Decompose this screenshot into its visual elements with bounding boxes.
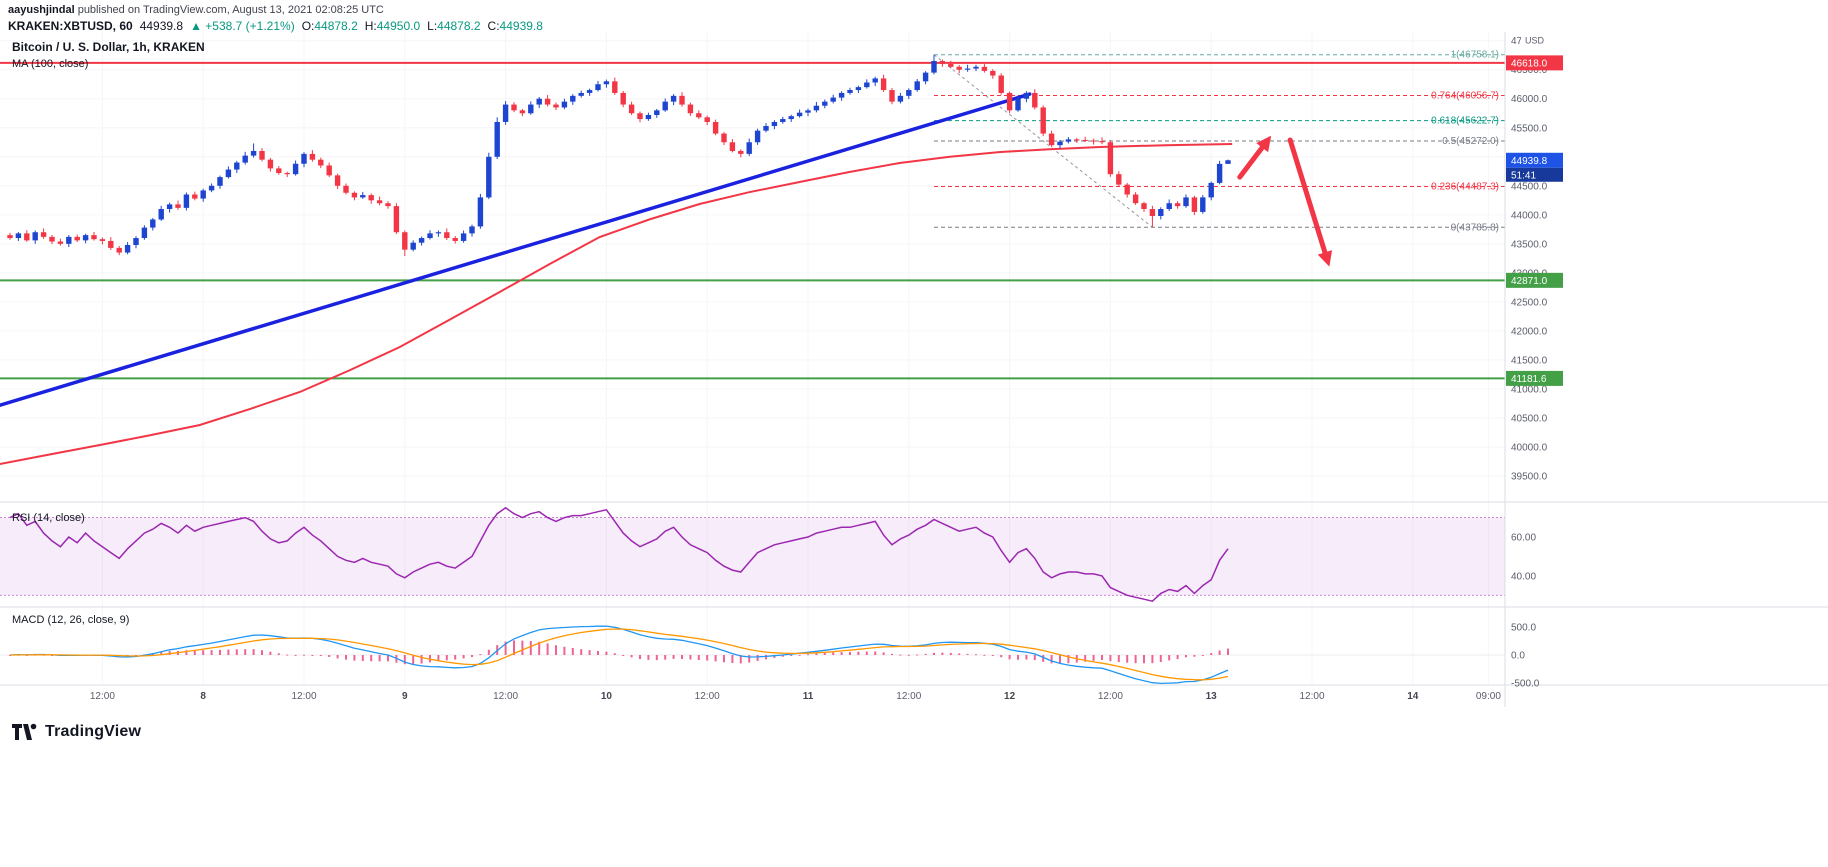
svg-text:12:00: 12:00 xyxy=(291,691,316,702)
svg-text:0.0: 0.0 xyxy=(1511,651,1525,662)
svg-text:44000.0: 44000.0 xyxy=(1511,210,1548,221)
price-change: ▲ +538.7 (+1.21%) xyxy=(190,19,295,33)
rsi-line xyxy=(9,506,1229,603)
svg-text:12:00: 12:00 xyxy=(695,691,720,702)
svg-text:12: 12 xyxy=(1004,691,1016,702)
open-value-group: O:44878.2 xyxy=(302,18,358,35)
publisher-name: aayushjindal xyxy=(8,4,75,16)
svg-text:40500.0: 40500.0 xyxy=(1511,413,1548,424)
trend-line xyxy=(0,92,1032,407)
candlestick-series xyxy=(7,54,1231,257)
high-value: 44950.0 xyxy=(376,19,421,33)
svg-text:42871.0: 42871.0 xyxy=(1511,276,1548,287)
close-label: C: xyxy=(487,19,500,33)
svg-text:41500.0: 41500.0 xyxy=(1511,355,1548,366)
svg-text:12:00: 12:00 xyxy=(493,691,518,702)
svg-text:0(43785.8): 0(43785.8) xyxy=(1451,222,1499,233)
tradingview-logo-icon[interactable] xyxy=(12,720,38,745)
svg-text:12:00: 12:00 xyxy=(1098,691,1123,702)
svg-text:42500.0: 42500.0 xyxy=(1511,297,1548,308)
svg-text:8: 8 xyxy=(200,691,206,702)
svg-text:0.764(46056.7): 0.764(46056.7) xyxy=(1431,90,1499,101)
svg-text:44939.8: 44939.8 xyxy=(1511,156,1548,167)
publish-info: aayushjindal published on TradingView.co… xyxy=(8,3,1828,18)
tradingview-wordmark: TradingView xyxy=(45,723,142,740)
svg-text:10: 10 xyxy=(601,691,613,702)
svg-text:41181.6: 41181.6 xyxy=(1511,374,1547,385)
svg-text:43500.0: 43500.0 xyxy=(1511,239,1548,250)
fib-retracement: 1(46758.1) 0.764(46056.7) 0.618(45622.7) 0.… xyxy=(933,50,1505,233)
svg-text:09:00: 09:00 xyxy=(1476,691,1501,702)
svg-text:40000.0: 40000.0 xyxy=(1511,442,1548,453)
svg-text:-500.0: -500.0 xyxy=(1511,679,1540,690)
low-label: L: xyxy=(427,19,438,33)
svg-text:14: 14 xyxy=(1407,691,1419,702)
symbol-name: KRAKEN:XBTUSD, 60 xyxy=(8,19,133,33)
svg-text:13: 13 xyxy=(1206,691,1218,702)
svg-text:USD: USD xyxy=(1525,36,1545,46)
svg-text:46000.0: 46000.0 xyxy=(1511,94,1548,105)
svg-text:46500.0: 46500.0 xyxy=(1511,65,1548,76)
svg-text:500.0: 500.0 xyxy=(1511,623,1536,634)
close-value-group: C:44939.8 xyxy=(488,18,543,35)
svg-text:12:00: 12:00 xyxy=(1299,691,1324,702)
rsi-band xyxy=(0,517,1505,656)
svg-text:41000.0: 41000.0 xyxy=(1511,384,1548,395)
svg-text:0.5(45272.0): 0.5(45272.0) xyxy=(1442,136,1499,147)
footer-bar: TradingView xyxy=(0,707,1828,749)
low-value: 44878.2 xyxy=(437,19,481,33)
chart-header: aayushjindal published on TradingView.co… xyxy=(0,0,1828,35)
symbol-info-bar: KRAKEN:XBTUSD, 60 44939.8 ▲ +538.7 (+1.2… xyxy=(8,18,1828,35)
price-axis-tags: 46618.0 42871.0 41181.6 44939.8 51:41 xyxy=(1506,55,1563,386)
svg-text:12:00: 12:00 xyxy=(896,691,921,702)
svg-text:0.236(44487.3): 0.236(44487.3) xyxy=(1431,182,1499,193)
svg-text:1(46758.1): 1(46758.1) xyxy=(1451,50,1499,61)
svg-text:0.618(45622.7): 0.618(45622.7) xyxy=(1431,116,1499,127)
close-value: 44939.8 xyxy=(499,19,543,33)
forecast-arrows xyxy=(1237,135,1333,267)
svg-text:9: 9 xyxy=(402,691,408,702)
chart-canvas[interactable]: 1(46758.1) 0.764(46056.7) 0.618(45622.7) 0.… xyxy=(0,32,1828,707)
svg-text:11: 11 xyxy=(803,691,814,702)
ma-100-line xyxy=(0,143,1233,465)
high-label: H: xyxy=(364,19,377,33)
horizontal-price-lines xyxy=(0,61,1505,380)
open-label: O: xyxy=(301,19,315,33)
chart-area[interactable]: 1(46758.1) 0.764(46056.7) 0.618(45622.7) 0.… xyxy=(0,32,1828,707)
publish-text: published on TradingView.com, August 13,… xyxy=(74,4,384,16)
svg-text:45500.0: 45500.0 xyxy=(1511,123,1548,134)
high-value-group: H:44950.0 xyxy=(365,18,420,35)
svg-text:40.00: 40.00 xyxy=(1511,571,1536,582)
svg-text:12:00: 12:00 xyxy=(90,691,115,702)
axes: 39500.0 40000.0 40500.0 41000.0 41500.0 42000… xyxy=(0,32,1828,707)
svg-text:44500.0: 44500.0 xyxy=(1511,181,1548,192)
tradingview-published-chart: aayushjindal published on TradingView.co… xyxy=(0,0,1828,749)
svg-text:51:41: 51:41 xyxy=(1511,170,1536,181)
low-value-group: L:44878.2 xyxy=(427,18,480,35)
svg-text:39500.0: 39500.0 xyxy=(1511,471,1548,482)
open-value: 44878.2 xyxy=(314,19,358,33)
svg-text:46618.0: 46618.0 xyxy=(1511,58,1548,69)
svg-text:60.00: 60.00 xyxy=(1511,532,1536,543)
macd-series xyxy=(9,625,1229,685)
last-price-value: 44939.8 xyxy=(139,19,184,33)
svg-text:42000.0: 42000.0 xyxy=(1511,326,1548,337)
